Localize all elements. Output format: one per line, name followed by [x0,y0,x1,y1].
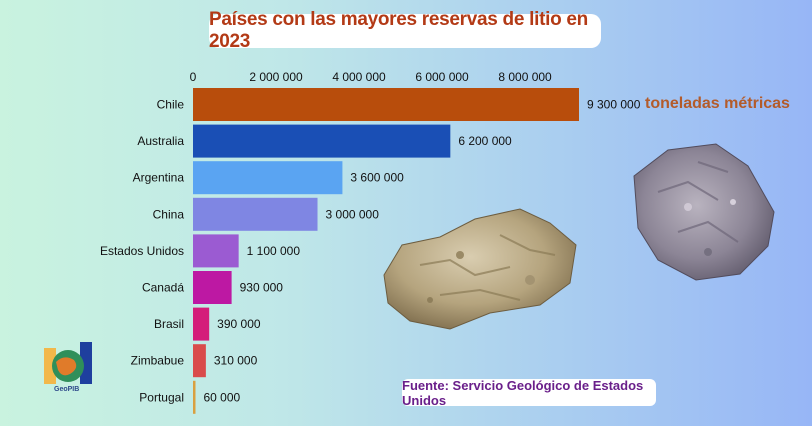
category-label: Zimbabue [131,354,185,368]
x-tick-label: 6 000 000 [415,70,469,84]
x-tick-label: 4 000 000 [332,70,386,84]
bar [193,88,579,121]
source-note: Fuente: Servicio Geológico de Estados Un… [402,378,656,408]
value-label: 390 000 [217,317,261,331]
lithium-mineral-rock-image [633,143,775,281]
value-label: 60 000 [203,390,240,404]
category-label: Brasil [154,317,184,331]
value-label: 6 200 000 [458,134,512,148]
category-label: Portugal [139,390,184,404]
value-label: 3 600 000 [350,171,404,185]
value-label: 930 000 [240,281,284,295]
bar [193,124,451,158]
bar [193,271,232,304]
lithium-ore-rock-image [383,208,577,330]
bar [193,344,206,378]
category-label: Argentina [133,171,185,185]
bar [193,307,210,341]
bar [193,380,196,414]
bar [193,197,318,231]
x-tick-label: 0 [190,70,197,84]
bar [193,161,343,195]
x-tick-label: 8 000 000 [498,70,552,84]
value-label: 9 300 000 [587,98,641,112]
value-label: 310 000 [214,354,258,368]
geopib-logo [44,342,92,384]
category-label: Australia [137,134,184,148]
value-label: 1 100 000 [247,244,301,258]
x-tick-label: 2 000 000 [249,70,303,84]
category-label: China [153,207,185,221]
bar [193,234,239,268]
unit-label: toneladas métricas [645,95,790,112]
chart-title: Países con las mayores reservas de litio… [209,9,601,52]
logo-text: GeoPIB [54,386,80,393]
value-label: 3 000 000 [326,207,380,221]
category-label: Estados Unidos [100,244,184,258]
category-label: Chile [157,98,185,112]
category-label: Canadá [142,281,184,295]
